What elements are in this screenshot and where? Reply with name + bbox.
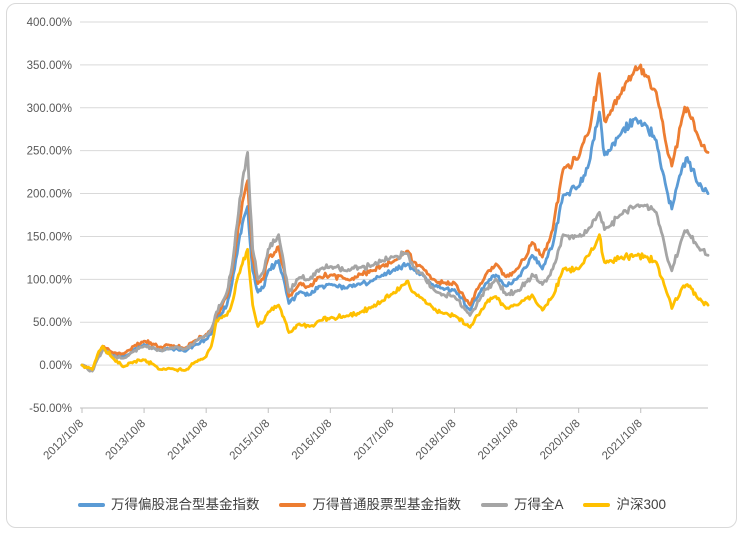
x-axis-tick-label: 2013/10/8 (104, 418, 149, 463)
x-axis-tick-label: 2014/10/8 (166, 418, 211, 463)
y-axis-tick-label: -50.00% (29, 403, 72, 415)
legend-label: 沪深300 (616, 497, 667, 513)
x-axis-tick-label: 2015/10/8 (228, 418, 273, 463)
y-axis-tick-label: 250.00% (27, 146, 72, 158)
y-axis-tick-label: 200.00% (27, 189, 72, 201)
legend-item-stock-fund-index: 万得普通股票型基金指数 (279, 498, 461, 512)
legend-line-swatch (583, 503, 611, 507)
legend-line-swatch (77, 503, 105, 507)
legend-line-swatch (480, 503, 508, 507)
legend-label: 万得普通股票型基金指数 (312, 497, 461, 513)
x-axis-tick-label: 2016/10/8 (290, 418, 335, 463)
legend-item-wind-all-a: 万得全A (480, 497, 564, 513)
legend-line-swatch (279, 503, 307, 507)
x-axis-tick-label: 2021/10/8 (600, 418, 645, 463)
x-axis-tick-label: 2020/10/8 (538, 418, 583, 463)
legend-label: 万得全A (513, 497, 564, 513)
x-axis-tick-label: 2019/10/8 (476, 418, 521, 463)
legend-item-csi-300: 沪深300 (583, 498, 666, 512)
series-line-wind-all-a (80, 151, 710, 373)
line-chart: 400.00% 350.00% 300.00% 250.00% 200.00% 150.0… (27, 17, 710, 463)
series-line-csi-300 (80, 233, 710, 373)
x-axis-tick-label: 2017/10/8 (352, 418, 397, 463)
x-axis-tick-label: 2018/10/8 (414, 418, 459, 463)
y-axis-tick-label: 300.00% (27, 103, 72, 115)
y-axis-tick-label: 150.00% (27, 231, 72, 243)
legend-label: 万得偏股混合型基金指数 (110, 497, 260, 513)
y-axis-tick-label: 350.00% (27, 60, 72, 72)
chart-legend: 万得偏股混合型基金指数 万得普通股票型基金指数 万得全A 沪深300 (0, 490, 744, 520)
legend-item-hybrid-fund-index: 万得偏股混合型基金指数 (77, 497, 260, 513)
y-axis-tick-label: 50.00% (33, 317, 72, 329)
x-axis-tick-label: 2012/10/8 (41, 418, 86, 463)
series-line-hybrid-fund-index (80, 110, 710, 372)
y-axis-tick-label: 100.00% (27, 274, 72, 286)
y-axis-tick-label: 400.00% (27, 17, 72, 29)
y-axis-tick-label: 0.00% (39, 360, 72, 372)
